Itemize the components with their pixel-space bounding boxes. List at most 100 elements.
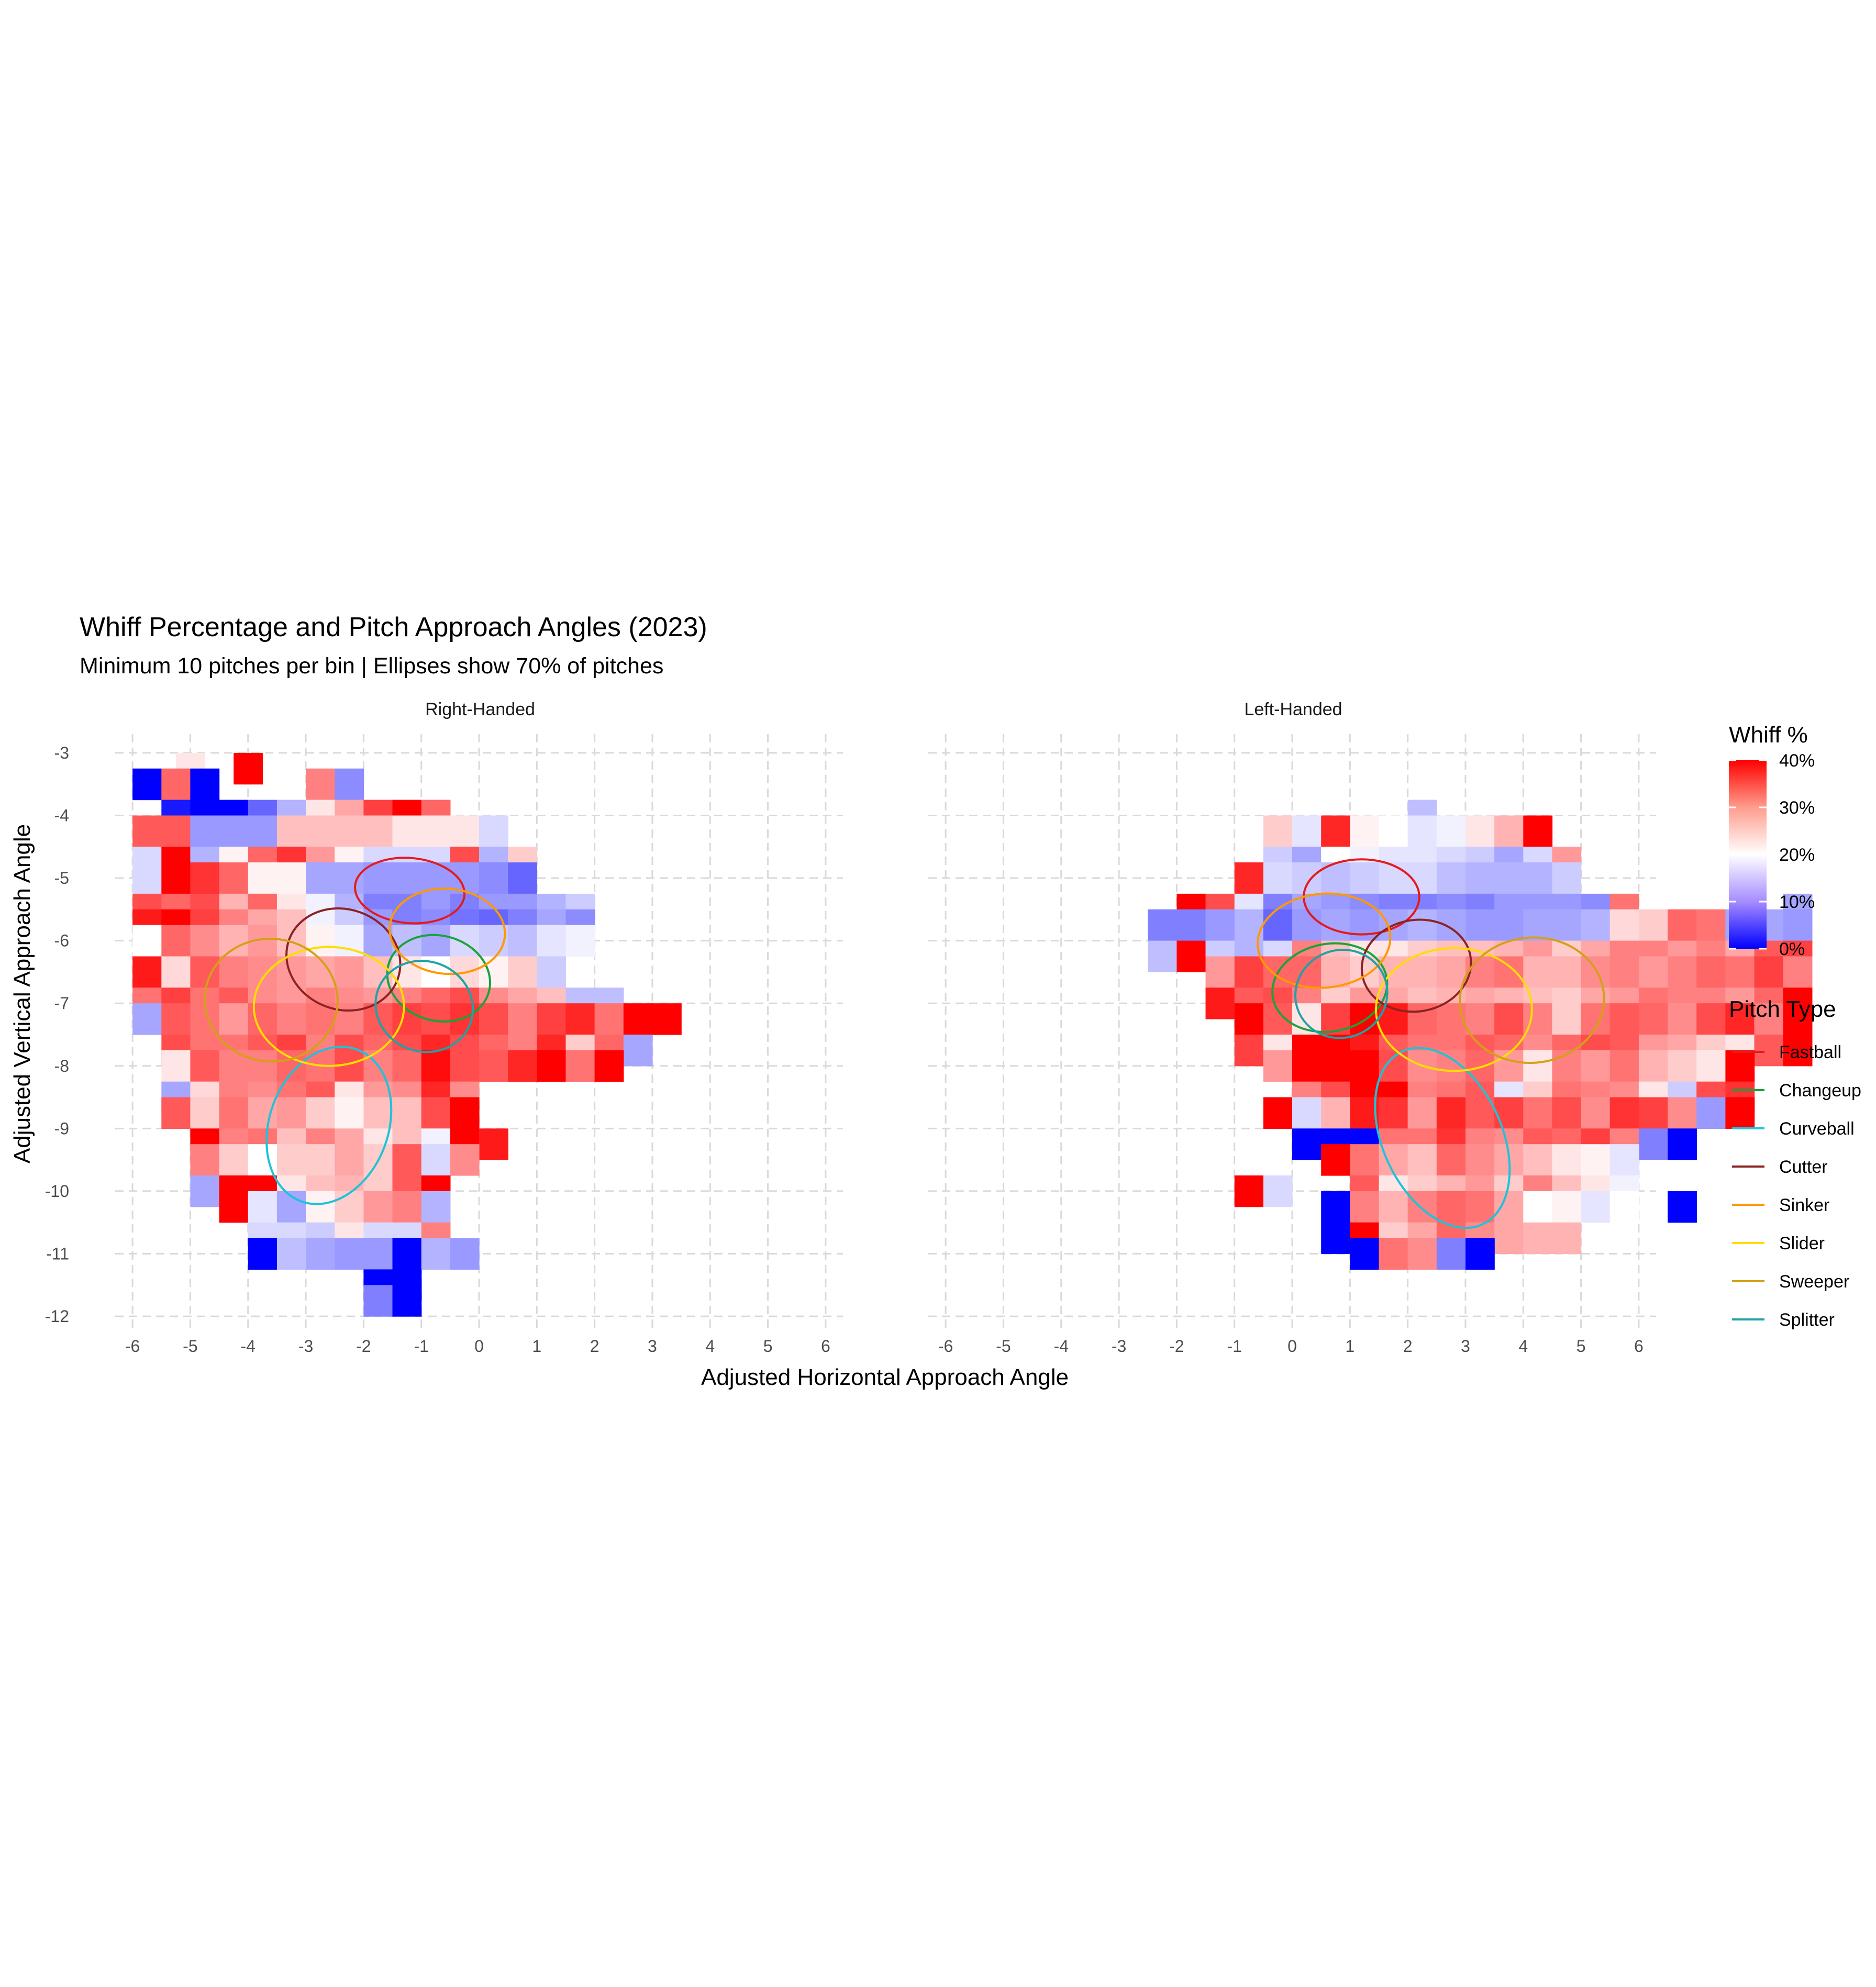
heatmap-tile (1552, 1222, 1582, 1255)
heatmap-tile (1668, 1003, 1697, 1035)
heatmap-tile (132, 956, 162, 988)
heatmap-tile (537, 1050, 567, 1082)
heatmap-tile (1379, 815, 1408, 847)
x-tick-label: 3 (1461, 1337, 1470, 1356)
heatmap-tile (1494, 956, 1524, 988)
heatmap-tile (1552, 1144, 1582, 1176)
heatmap-tile (219, 1191, 249, 1223)
y-tick-label: -6 (54, 931, 69, 950)
heatmap-tile (1523, 862, 1553, 894)
heatmap-tile (1379, 1050, 1408, 1082)
heatmap-tile (1494, 1191, 1524, 1223)
heatmap-tile (1350, 815, 1380, 847)
x-tick-label: -5 (996, 1337, 1011, 1356)
heatmap-tile (1407, 1238, 1437, 1270)
heatmap-tile (421, 1238, 451, 1270)
x-tick-label: -6 (938, 1337, 953, 1356)
heatmap-tile (1638, 1050, 1668, 1082)
heatmap-tile (1609, 1003, 1639, 1035)
heatmap-tile (479, 1128, 508, 1160)
heatmap-tile (1581, 1097, 1611, 1129)
x-tick-label: -3 (1112, 1337, 1126, 1356)
heatmap-tile (1436, 862, 1466, 894)
heatmap-tile (652, 1003, 682, 1035)
y-tick-labels: -3 -4 -5 -6 -7 -8 -9 -10 -11 -12 (45, 743, 69, 1326)
legend-label-splitter: Splitter (1779, 1310, 1835, 1330)
heatmap-tile (219, 1097, 249, 1129)
heatmap-tile (363, 1285, 393, 1317)
heatmap-tile (1523, 1144, 1553, 1176)
chart-subtitle: Minimum 10 pitches per bin | Ellipses sh… (80, 653, 663, 679)
heatmap-tile (1321, 1191, 1350, 1223)
heatmap-tile (392, 1191, 422, 1223)
heatmap-tile (479, 815, 508, 847)
heatmap-tile (335, 1097, 364, 1129)
legend-label-slider: Slider (1779, 1234, 1825, 1253)
heatmap-tile (1725, 1003, 1755, 1035)
x-tick-label: 6 (1634, 1337, 1644, 1356)
heatmap-tile (1754, 1003, 1784, 1035)
heatmap-tile (1494, 1222, 1524, 1255)
legend-label-fastball: Fastball (1779, 1042, 1841, 1062)
colorbar-tick-label: 0% (1779, 939, 1805, 959)
heatmap-tile (1466, 1144, 1495, 1176)
ellipse-curveball (1374, 1047, 1511, 1229)
heatmap-tile (219, 1144, 249, 1176)
heatmap-tile (1321, 909, 1350, 941)
heatmap-tile (190, 1144, 220, 1176)
heatmap-tile (363, 1097, 393, 1129)
ellipse-cutter (1360, 918, 1472, 1013)
heatmap-tile (306, 768, 335, 801)
panel-heatmap-tiles (132, 752, 682, 1317)
heatmap-tile (132, 862, 162, 894)
heatmap-tile (1176, 940, 1206, 972)
heatmap-tile (1234, 1175, 1264, 1207)
heatmap-tile (335, 956, 364, 988)
x-tick-label: 4 (705, 1337, 715, 1356)
heatmap-tile (1205, 956, 1235, 988)
ellipse-splitter (374, 960, 474, 1053)
colorbar-tick-label: 40% (1779, 751, 1815, 771)
heatmap-tile (234, 752, 263, 785)
heatmap-tile (1725, 956, 1755, 988)
heatmap-tile (421, 1097, 451, 1129)
heatmap-tile (1407, 1191, 1437, 1223)
x-axis-title: Adjusted Horizontal Approach Angle (701, 1364, 1069, 1390)
heatmap-tile (1379, 1097, 1408, 1129)
heatmap-tile (161, 1003, 191, 1035)
heatmap-tile (1436, 815, 1466, 847)
heatmap-tile (392, 1238, 422, 1270)
heatmap-tile (335, 862, 364, 894)
heatmap-tile (508, 1003, 537, 1035)
y-tick-label: -8 (54, 1057, 69, 1075)
x-tick-label: -1 (1227, 1337, 1241, 1356)
heatmap-tile (1263, 862, 1293, 894)
x-tick-label: 0 (474, 1337, 484, 1356)
heatmap-tile (1581, 1003, 1611, 1035)
heatmap-tile (1725, 1050, 1755, 1082)
heatmap-tile (1494, 1050, 1524, 1082)
heatmap-tile (1696, 1097, 1726, 1129)
heatmap-tile (276, 1238, 306, 1270)
heatmap-tile (1725, 1097, 1755, 1129)
heatmap-tile (1783, 909, 1813, 941)
heatmap-tile (190, 862, 220, 894)
heatmap-tile (190, 1175, 220, 1207)
heatmap-tile (363, 1191, 393, 1223)
heatmap-tile (1638, 1128, 1668, 1160)
heatmap-tile (219, 956, 249, 988)
x-tick-label: 5 (763, 1337, 773, 1356)
heatmap-tile (1552, 862, 1582, 894)
heatmap-tile (1466, 862, 1495, 894)
heatmap-tile (1466, 815, 1495, 847)
heatmap-tile (306, 1238, 335, 1270)
heatmap-tile (161, 862, 191, 894)
heatmap-tile (1609, 956, 1639, 988)
heatmap-tile (1350, 1238, 1380, 1270)
heatmap-tile (1609, 1097, 1639, 1129)
heatmap-tile (161, 1050, 191, 1082)
heatmap-tile (1668, 956, 1697, 988)
heatmap-tile (1523, 956, 1553, 988)
heatmap-tile (1783, 1035, 1813, 1067)
x-tick-label: -1 (414, 1337, 428, 1356)
